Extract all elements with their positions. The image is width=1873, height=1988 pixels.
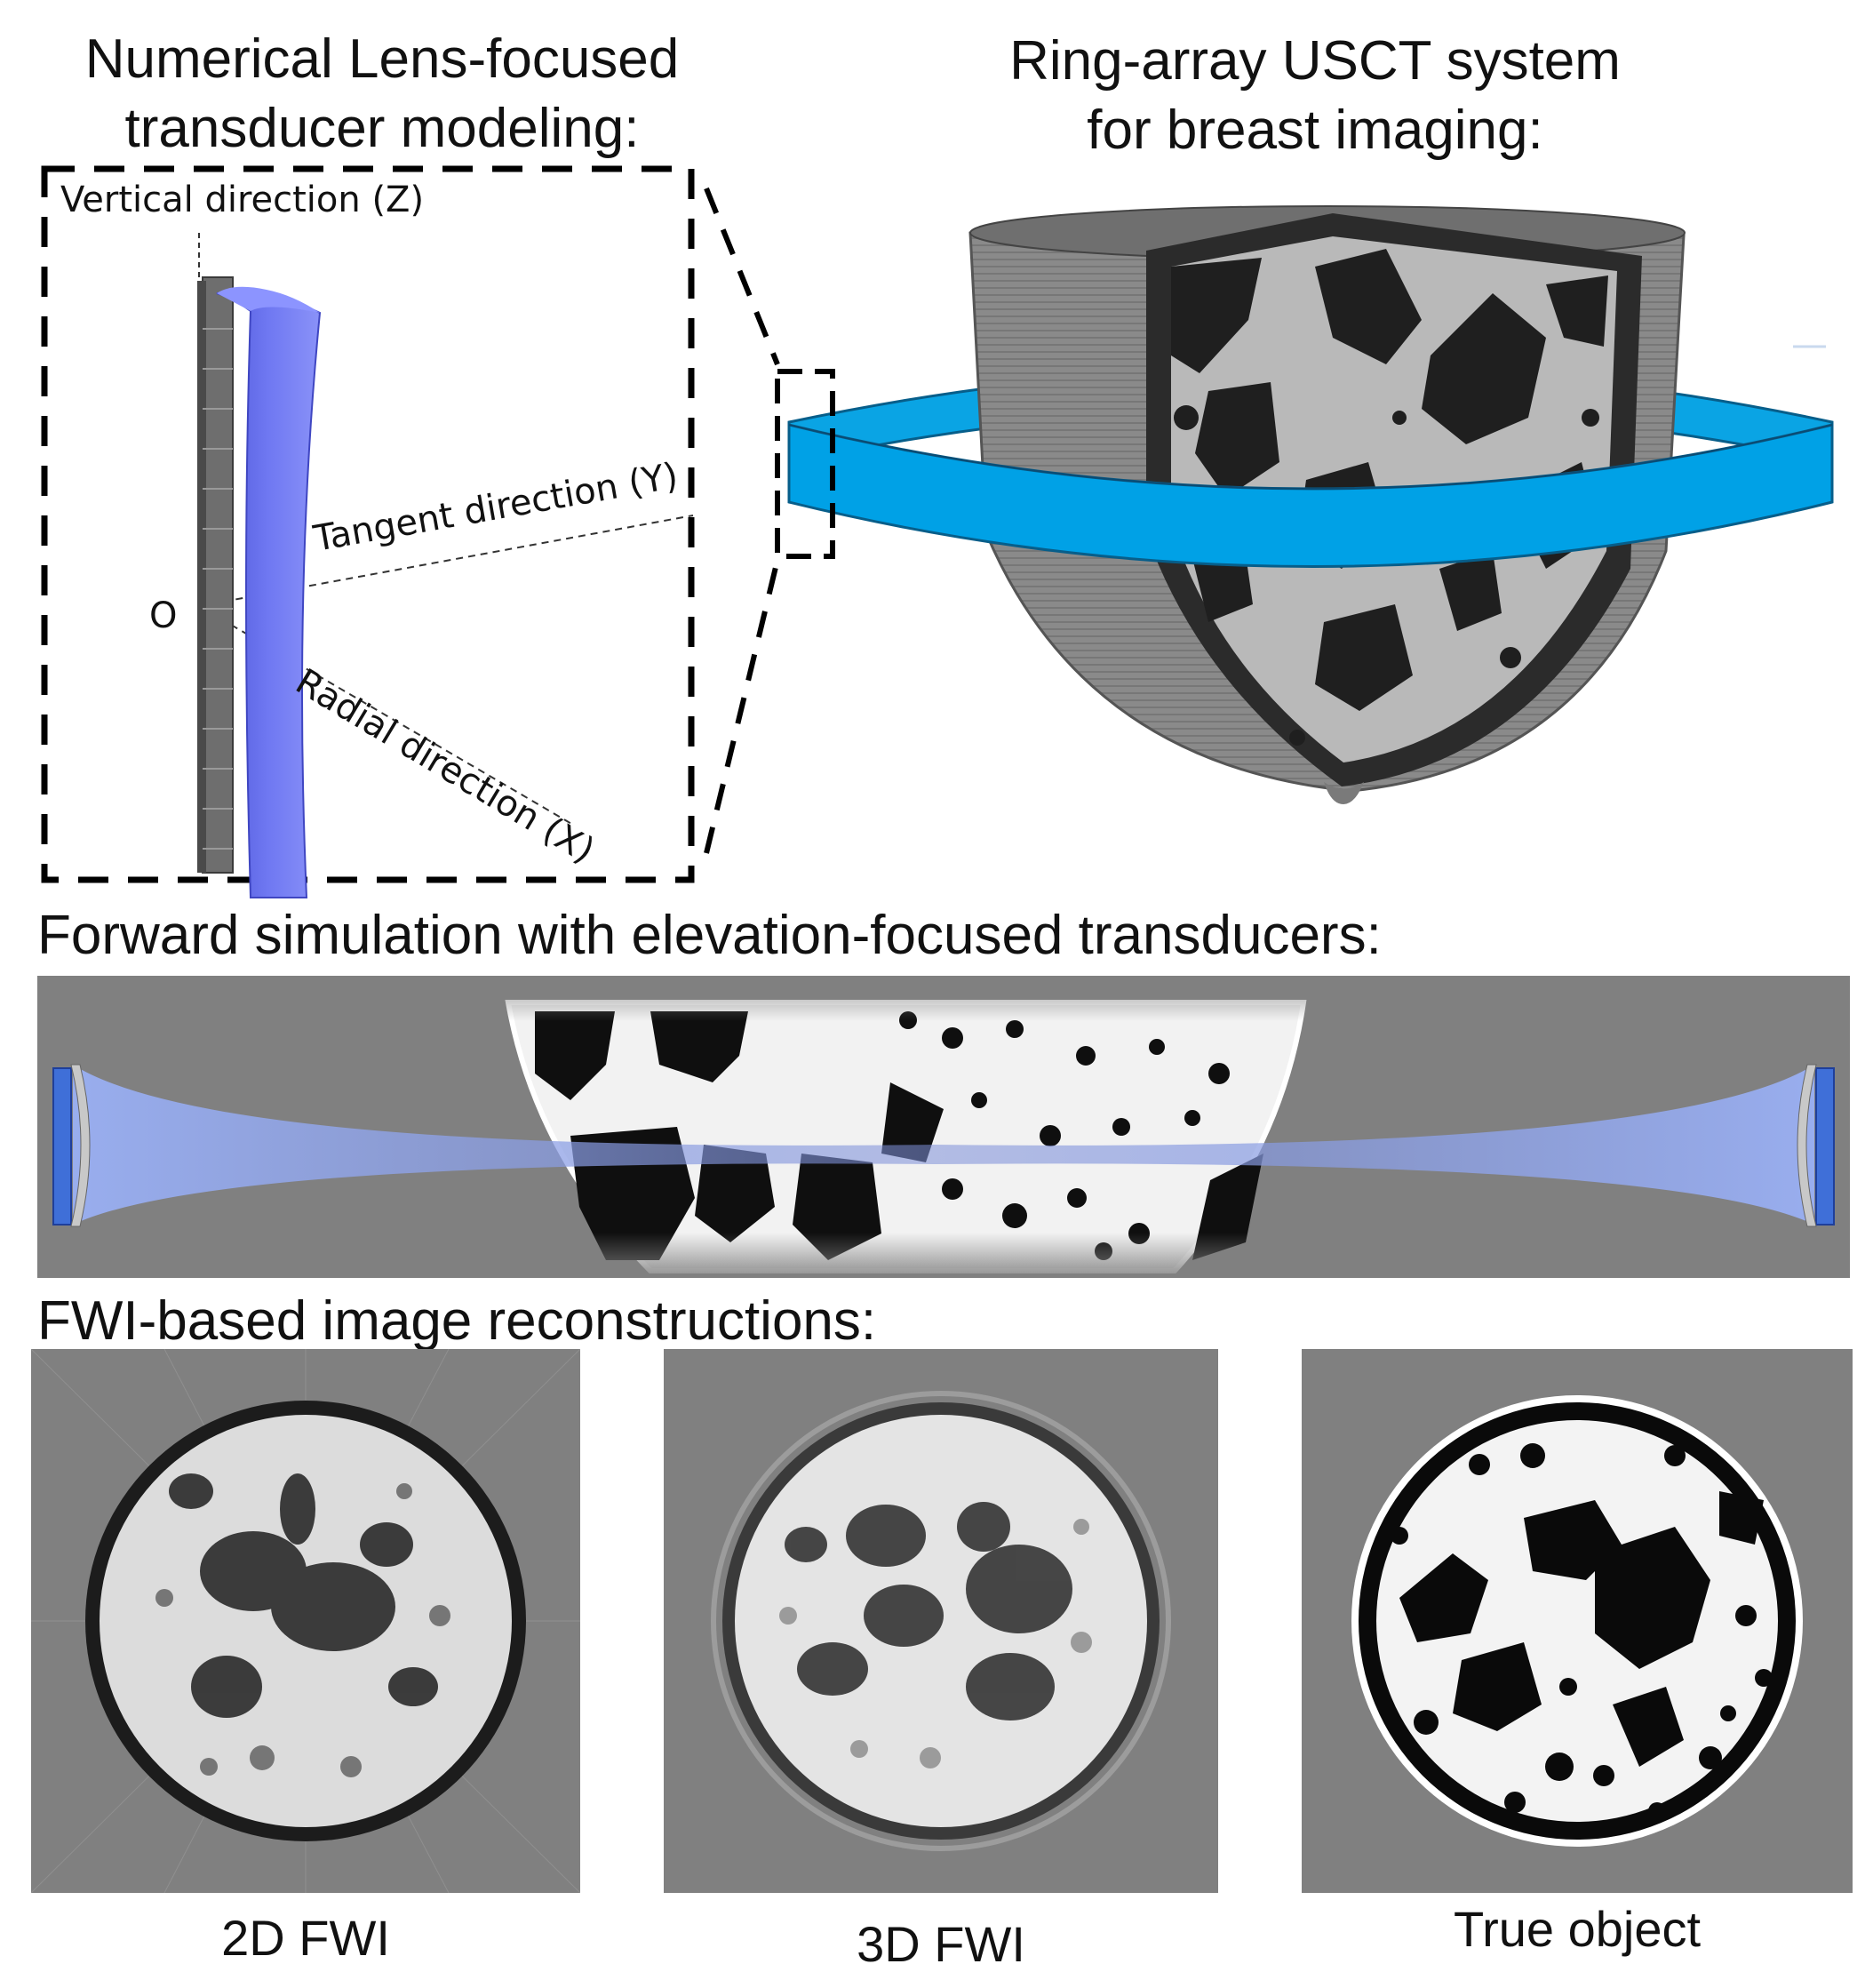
zoom-connector-top <box>704 187 780 366</box>
inset-dashed-box <box>41 165 695 883</box>
origin-label: O <box>149 595 177 636</box>
axis-z-label: Vertical direction (Z) <box>60 180 424 220</box>
lens-model-title-line-2: transducer modeling: <box>124 98 640 159</box>
focused-beam-left <box>73 1065 935 1225</box>
lens-model-title: Numerical Lens-focused transducer modeli… <box>18 25 746 164</box>
usct-system-title: Ring-array USCT system for breast imagin… <box>960 27 1670 165</box>
caption-2d-fwi: 2D FWI <box>221 1910 390 1966</box>
caption-3d-fwi: 3D FWI <box>857 1916 1025 1972</box>
focused-beam-right <box>935 1065 1814 1225</box>
forward-simulation-panel <box>37 976 1850 1278</box>
forward-simulation-heading: Forward simulation with elevation-focuse… <box>37 905 1382 966</box>
radial-axis-line <box>198 605 574 826</box>
usct-system-title-line-1: Ring-array USCT system <box>1009 30 1621 92</box>
breast-cross-section <box>499 976 1317 1278</box>
usct-system-title-line-2: for breast imaging: <box>1087 100 1543 161</box>
right-transducer <box>1797 1064 1835 1227</box>
left-transducer <box>52 1064 91 1227</box>
axis-x-label: Radial direction (X) <box>289 661 602 872</box>
transducer-and-ring-diagram: Vertical direction (Z) Tangent direction… <box>41 165 1834 898</box>
lens-model-title-line-1: Numerical Lens-focused <box>84 28 680 90</box>
caption-true-object: True object <box>1453 1901 1702 1957</box>
ring-selection-box <box>775 369 835 559</box>
zoom-connector-bottom <box>704 559 780 854</box>
reconstruction-panel-2d-fwi <box>31 1349 580 1893</box>
transducer-element-array <box>197 276 234 874</box>
reconstructions-heading: FWI-based image reconstructions: <box>37 1290 877 1352</box>
axis-y-label: Tangent direction (Y) <box>310 455 681 560</box>
reconstruction-panel-true-object <box>1302 1349 1853 1893</box>
tangent-axis-line <box>198 515 694 607</box>
reconstruction-panel-3d-fwi <box>664 1349 1218 1893</box>
